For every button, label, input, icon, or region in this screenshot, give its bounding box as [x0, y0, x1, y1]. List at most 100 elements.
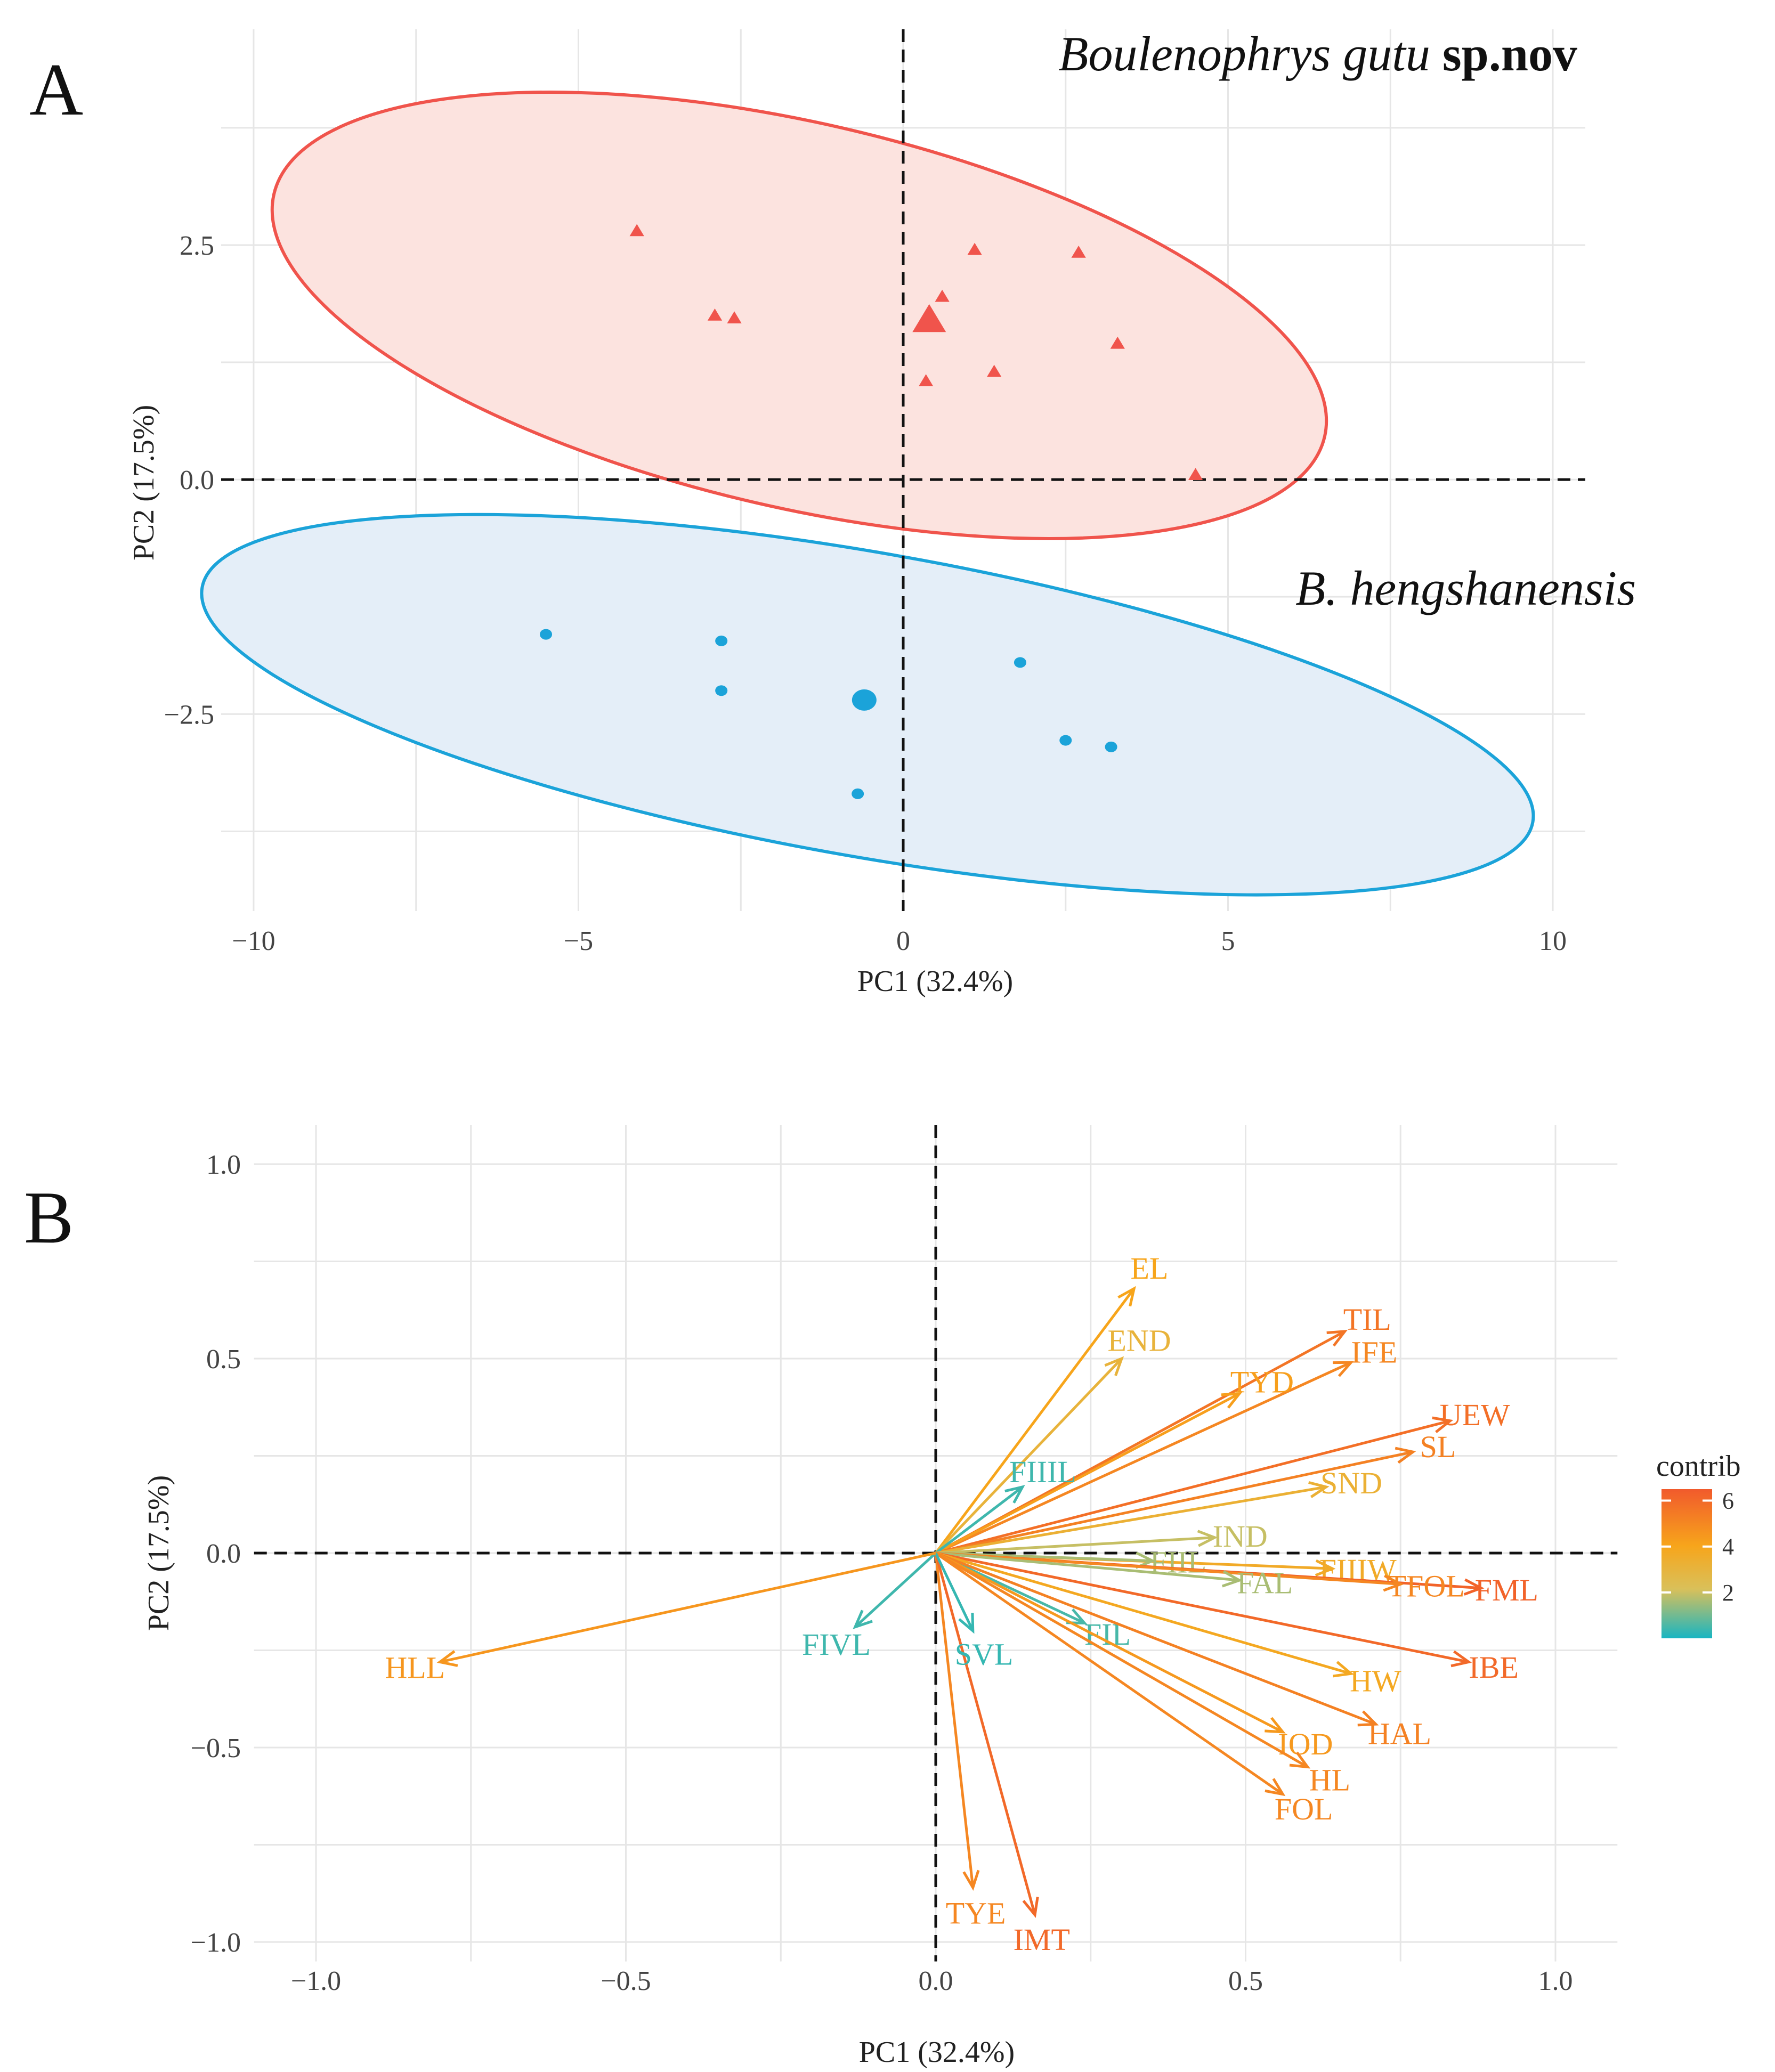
data-point-group-0	[987, 364, 1002, 377]
variable-label-til: TIL	[1343, 1302, 1391, 1337]
legend-colorbar	[1661, 1489, 1712, 1638]
variable-label-snd: SND	[1320, 1466, 1382, 1500]
group-mean-point-0	[912, 304, 946, 332]
panel-a-tick-labels: −10 −5 0 5 10 2.5 0.0 −2.5	[164, 231, 1567, 956]
loading-arrowhead-hal	[1357, 1710, 1379, 1727]
loading-arrowhead-tye	[962, 1870, 980, 1891]
panel-b-x-tick-label: 0.0	[919, 1966, 953, 1996]
loading-arrowhead-hl	[1289, 1751, 1311, 1769]
legend-tick-label: 2	[1722, 1580, 1734, 1606]
group-label-gutu-suffix: sp.nov	[1442, 27, 1577, 81]
loading-arrowhead-uew	[1432, 1416, 1454, 1433]
data-point-group-1	[1059, 735, 1072, 746]
panel-a-x-tick-label: −5	[564, 926, 593, 956]
panel-a-x-tick-label: 5	[1221, 926, 1235, 956]
data-point-group-1	[1105, 741, 1117, 752]
panel-b-y-tick-label: 1.0	[206, 1150, 241, 1180]
loading-arrow-svl	[934, 1552, 975, 1632]
loading-arrow-sl	[935, 1450, 1414, 1555]
loading-arrow-ind	[935, 1536, 1215, 1555]
panel-b-tick-labels: −1.0 −0.5 0.0 0.5 1.0 1.0 0.5 0.0 −0.5 −1.0	[191, 1150, 1573, 1996]
panel-a-y-tick-label: 2.5	[180, 231, 214, 261]
legend-tick-label: 4	[1722, 1534, 1734, 1560]
panel-a-y-axis-title: PC2 (17.5%)	[127, 405, 160, 560]
variable-label-fml: FML	[1475, 1573, 1538, 1607]
variable-label-fol: FOL	[1275, 1792, 1333, 1826]
panel-a-x-axis-title: PC1 (32.4%)	[857, 965, 1013, 998]
loading-arrowhead-fml	[1463, 1578, 1485, 1596]
loading-arrow-iod	[935, 1551, 1284, 1734]
variable-label-tyd: TYD	[1230, 1364, 1294, 1399]
panel-b-x-tick-label: 1.0	[1538, 1966, 1573, 1996]
data-point-group-1	[1014, 657, 1026, 668]
loading-arrowhead-hll	[436, 1650, 458, 1667]
variable-label-el: EL	[1131, 1251, 1169, 1286]
panel-b-y-axis-title: PC2 (17.5%)	[142, 1475, 175, 1631]
legend-tick-label: 6	[1722, 1488, 1734, 1514]
loading-arrow-hll	[440, 1551, 936, 1663]
panel-a-points	[540, 224, 1203, 799]
legend-ticks: 6 4 2	[1661, 1488, 1734, 1606]
loading-arrowhead-sl	[1395, 1447, 1416, 1464]
loading-arrow-ife	[935, 1361, 1352, 1555]
confidence-ellipse-group-0	[270, 91, 1328, 540]
group-mean-point-1	[852, 689, 877, 711]
loading-arrow-hal	[935, 1551, 1376, 1726]
variable-label-ife: IFE	[1351, 1335, 1397, 1369]
panel-a-zero-lines	[221, 29, 1585, 911]
data-point-group-1	[715, 685, 728, 696]
loading-arrowhead-hw	[1333, 1661, 1355, 1678]
loading-arrowhead-end	[1104, 1356, 1124, 1376]
variable-label-ind: IND	[1213, 1519, 1268, 1554]
loading-arrowhead-fiiiw	[1315, 1559, 1336, 1577]
panel-b-y-tick-label: 0.5	[206, 1344, 241, 1375]
loading-arrowhead-tyd	[1221, 1392, 1243, 1409]
contrib-legend: contrib 6 4 2	[1656, 1450, 1741, 1638]
data-point-group-0	[919, 374, 934, 386]
variable-label-fal: FAL	[1237, 1565, 1293, 1600]
variable-label-hl: HL	[1309, 1762, 1350, 1797]
loading-arrow-tyd	[935, 1392, 1241, 1555]
loading-arrowhead-snd	[1308, 1481, 1330, 1498]
data-point-group-1	[715, 635, 728, 646]
variable-label-imt: IMT	[1014, 1922, 1070, 1957]
data-point-group-0	[1188, 468, 1203, 481]
variable-label-tye: TYE	[946, 1896, 1006, 1931]
loading-arrow-uew	[935, 1419, 1450, 1555]
loading-arrow-fiiil	[935, 1485, 1024, 1554]
panel-b-y-tick-label: −1.0	[191, 1928, 241, 1958]
loading-arrow-hw	[935, 1551, 1351, 1675]
loading-arrow-imt	[934, 1553, 1036, 1915]
panel-a-pca-scatter: A −10 −5 0 5 10 2.5 0.0 −2.5 PC1 (32.4%) PC2 (1…	[29, 27, 1636, 998]
loading-arrowhead-ife	[1333, 1361, 1354, 1377]
loading-arrow-el	[934, 1288, 1136, 1554]
group-label-hengshanensis: B. hengshanensis	[1295, 561, 1636, 615]
loading-arrowhead-imt	[1022, 1896, 1039, 1918]
panel-a-x-tick-label: 10	[1539, 926, 1567, 956]
panel-a-y-tick-label: −2.5	[164, 700, 214, 730]
variable-label-svl: SVL	[955, 1637, 1014, 1671]
panel-b-x-tick-label: −1.0	[291, 1966, 341, 1996]
panel-b-x-tick-label: 0.5	[1228, 1966, 1263, 1996]
variable-label-sl: SL	[1420, 1429, 1456, 1464]
loading-arrowhead-ind	[1197, 1530, 1218, 1547]
panel-a-x-tick-label: −10	[232, 926, 275, 956]
data-point-group-0	[1071, 246, 1086, 258]
loading-arrowhead-tfol	[1383, 1574, 1404, 1592]
loading-arrow-ibe	[935, 1551, 1469, 1663]
data-point-group-0	[967, 242, 982, 255]
loading-arrowhead-fiiil	[1004, 1485, 1025, 1504]
loading-arrow-snd	[935, 1485, 1327, 1555]
panel-a-letter: A	[29, 48, 83, 131]
variable-label-tfol: TFOL	[1388, 1569, 1465, 1604]
data-point-group-1	[540, 629, 553, 640]
loading-arrow-hl	[935, 1551, 1309, 1768]
variable-label-ibe: IBE	[1469, 1650, 1518, 1685]
legend-title: contrib	[1656, 1450, 1741, 1483]
data-point-group-0	[1110, 336, 1125, 349]
variable-label-fivl: FIVL	[802, 1627, 871, 1662]
variable-label-hal: HAL	[1368, 1717, 1431, 1751]
loading-arrow-fal	[935, 1551, 1240, 1582]
